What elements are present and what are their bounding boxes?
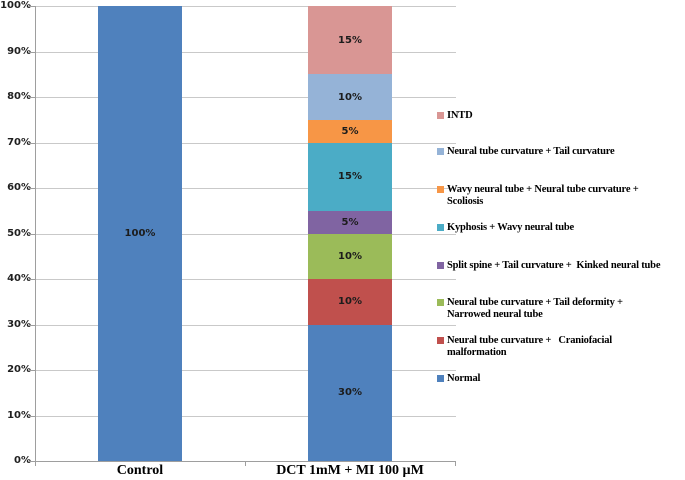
gridline-80 (36, 97, 456, 98)
legend-label: Wavy neural tube + Neural tube curvature… (447, 184, 639, 207)
category-label-control: Control (116, 463, 164, 478)
bars-layer: 100% 15% 10% 5% 15% 5% 10% 10% 30% (35, 6, 455, 461)
legend-item: INTD (437, 110, 473, 122)
segment-neural-tube-curvature-tail-curvature: 10% (308, 74, 392, 120)
legend-swatch-icon (437, 224, 444, 231)
legend-label: Neural tube curvature + Tail deformity +… (447, 297, 623, 320)
y-tick-mark (28, 370, 35, 371)
legend-label-line: Normal (447, 373, 481, 384)
y-tick-label: 60% (7, 182, 31, 193)
y-tick-mark (28, 188, 35, 189)
data-label: 30% (338, 387, 362, 399)
legend-swatch-icon (437, 148, 444, 155)
legend-label-line: INTD (447, 110, 473, 121)
legend-swatch-icon (437, 262, 444, 269)
legend-label: INTD (447, 110, 473, 122)
data-label: 10% (338, 91, 362, 103)
legend-label-line: Wavy neural tube + Neural tube curvature… (447, 184, 639, 195)
legend-swatch-icon (437, 337, 444, 344)
y-tick-mark (28, 233, 35, 235)
y-tick-label: 30% (7, 318, 31, 330)
legend-label-line: Scoliosis (447, 195, 484, 207)
segment-split-spine-tail-curvature-kinked-neural-tube: 5% (308, 210, 392, 234)
legend-label-line: Split spine + Tail curvature + Kinked ne… (447, 260, 661, 271)
legend-label: Kyphosis + Wavy neural tube (447, 222, 574, 234)
y-tick-mark (28, 461, 35, 462)
y-tick-label: 100% (0, 0, 31, 11)
x-tick-mark (455, 462, 456, 466)
y-tick-label: 50% (7, 227, 31, 239)
legend-label-line: Neural tube curvature + Tail curvature (447, 146, 615, 157)
segment-neural-tube-curvature-craniofacial-malformation: 10% (308, 279, 392, 325)
gridline-30 (36, 324, 456, 326)
legend-swatch-icon (437, 299, 444, 306)
legend-swatch-icon (437, 112, 444, 119)
legend-swatch-icon (437, 375, 444, 382)
x-tick-mark (245, 462, 246, 466)
gridline-20 (36, 370, 456, 371)
legend-item: Split spine + Tail curvature + Kinked ne… (437, 260, 660, 272)
legend-label-line: Neural tube curvature + Tail deformity + (447, 297, 623, 308)
legend-item: Kyphosis + Wavy neural tube (437, 222, 574, 234)
legend-label-line: Kyphosis + Wavy neural tube (447, 222, 575, 233)
gridline-50 (36, 233, 456, 235)
y-tick-mark (28, 279, 35, 280)
data-label: 100% (124, 228, 156, 239)
segment-neural-tube-curvature-tail-deformity-narrowed-neural-tube: 10% (308, 233, 392, 279)
y-tick-mark (28, 324, 35, 326)
legend-label: Neural tube curvature + Tail curvature (447, 146, 615, 158)
legend-label-line: malformation (447, 346, 507, 358)
legend-label: Neural tube curvature + Craniofacial malf… (447, 335, 612, 358)
gridline-70 (36, 142, 456, 144)
plot-area (35, 6, 456, 462)
y-tick-mark (28, 51, 35, 53)
data-label: 10% (338, 296, 362, 308)
data-label: 5% (341, 125, 359, 137)
y-tick-label: 10% (7, 409, 31, 421)
y-tick-label: 70% (7, 136, 31, 148)
segment-normal: 30% (308, 324, 392, 461)
segment-normal: 100% (98, 6, 182, 461)
legend-label-line: Neural tube curvature + Craniofacial (447, 335, 612, 346)
gridline-90 (36, 51, 456, 53)
gridline-10 (36, 415, 456, 417)
legend-item: Neural tube curvature + Tail deformity +… (437, 297, 623, 320)
gridline-100 (36, 6, 456, 7)
gridline-40 (36, 279, 456, 280)
y-tick-label: 90% (7, 45, 31, 57)
legend-swatch-icon (437, 186, 444, 193)
legend-item: Neural tube curvature + Craniofacial malf… (437, 335, 612, 358)
gridline-60 (36, 188, 456, 189)
y-tick-label: 40% (7, 273, 31, 284)
y-tick-mark (28, 97, 35, 98)
segment-kyphosis-wavy-neural-tube: 15% (308, 142, 392, 211)
y-tick-label: 80% (7, 91, 31, 102)
legend-label-line: Narrowed neural tube (447, 308, 543, 320)
bar-treated: 15% 10% 5% 15% 5% 10% 10% 30% (308, 6, 392, 461)
data-label: 5% (341, 216, 359, 228)
segment-wavy-neural-tube-neural-tube-curvature-scoliosis: 5% (308, 119, 392, 143)
y-tick-label: 20% (7, 364, 31, 375)
data-label: 15% (338, 171, 362, 183)
legend-item: Wavy neural tube + Neural tube curvature… (437, 184, 639, 207)
category-label-dct: DCT 1mM + MI 100 µM (276, 463, 424, 478)
legend-label: Normal (447, 373, 480, 385)
legend-label: Split spine + Tail curvature + Kinked ne… (447, 260, 660, 272)
data-label: 10% (338, 250, 362, 262)
data-label: 15% (338, 34, 362, 46)
legend-item: Normal (437, 373, 480, 385)
legend-item: Neural tube curvature + Tail curvature (437, 146, 615, 158)
y-tick-mark (28, 6, 35, 7)
y-tick-mark (28, 142, 35, 144)
segment-intd: 15% (308, 6, 392, 75)
y-tick-label: 0% (14, 455, 31, 466)
x-tick-mark (35, 462, 36, 466)
y-tick-mark (28, 415, 35, 417)
bar-control: 100% (98, 6, 182, 461)
